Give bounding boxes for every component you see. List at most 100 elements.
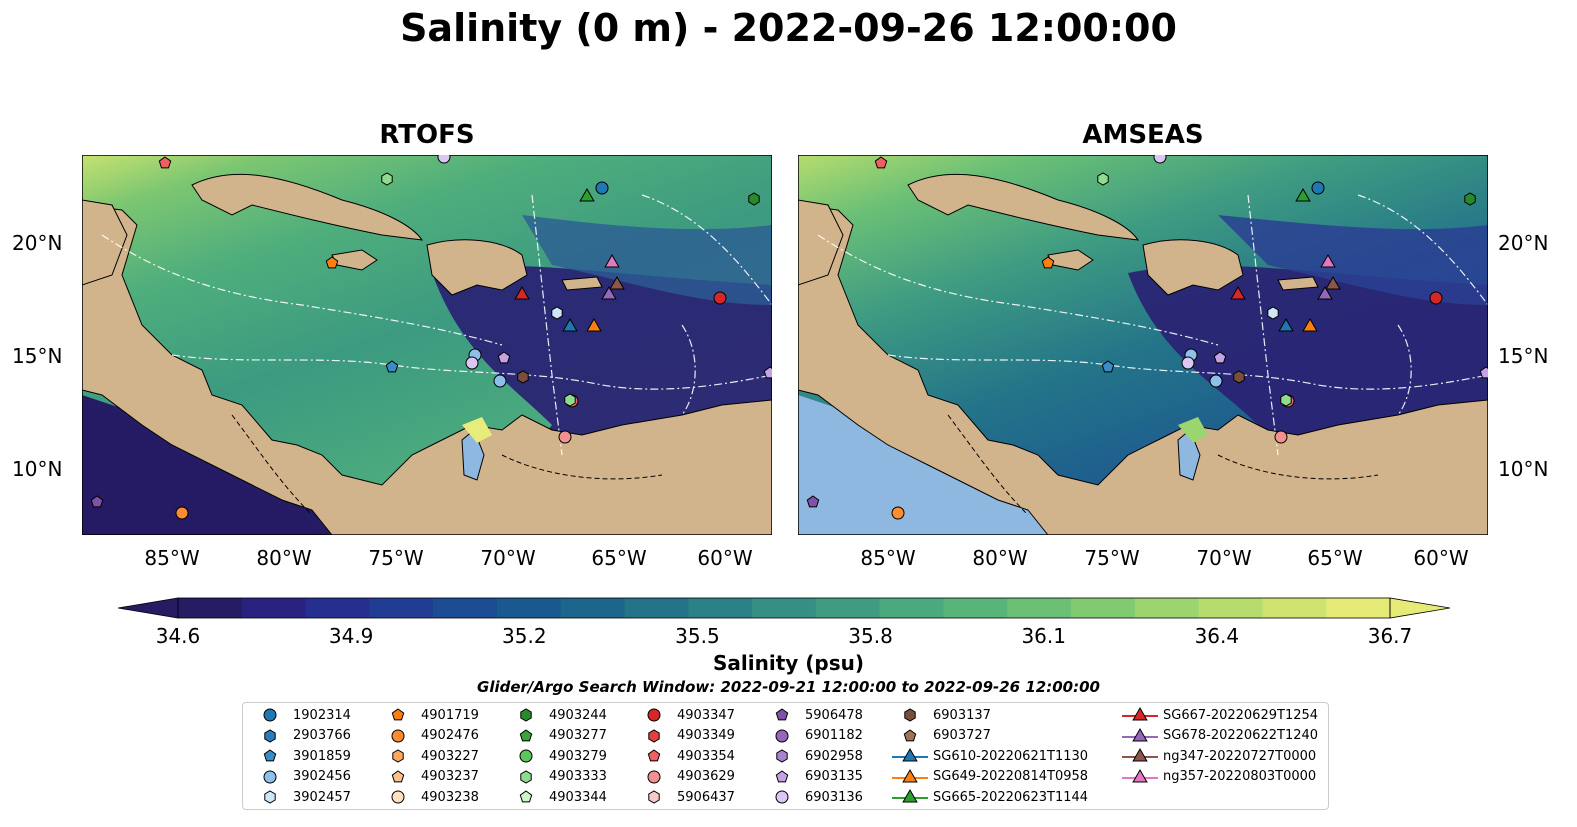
argo-float-marker <box>497 351 511 364</box>
legend-entry: 6903136 <box>763 787 863 807</box>
legend-label: 3902456 <box>293 769 351 784</box>
legend-entry: SG667-20220629T1254 <box>1121 705 1318 725</box>
legend-pentagon-icon <box>647 749 661 762</box>
argo-float-marker <box>874 156 888 169</box>
legend-entry: SG649-20220814T0958 <box>891 767 1088 787</box>
lon-tick-80w: 80°W <box>256 546 312 570</box>
legend-hexagon-icon <box>264 790 276 804</box>
argo-float-marker <box>493 374 507 388</box>
argo-float-marker <box>1209 374 1223 388</box>
legend-entry: 4903237 <box>379 767 479 787</box>
lon-tick-60w: 60°W <box>697 546 753 570</box>
colorbar-bin <box>1198 598 1264 618</box>
argo-float-marker <box>385 360 399 373</box>
argo-float-marker <box>1311 181 1325 195</box>
legend-hexagon-icon <box>392 749 404 763</box>
lon-tick-70w-r: 70°W <box>1196 546 1252 570</box>
legend-label: 4901719 <box>421 707 479 723</box>
argo-float-marker <box>564 393 576 407</box>
legend-label: 4902476 <box>421 728 479 743</box>
argo-float-marker <box>1429 291 1443 305</box>
argo-float-marker <box>806 495 820 508</box>
argo-float-marker <box>175 506 189 520</box>
glider-marker <box>1230 285 1246 300</box>
glider-marker <box>1320 253 1336 268</box>
lon-tick-85w-r: 85°W <box>860 546 916 570</box>
legend-triangle-icon <box>1122 727 1158 741</box>
legend-pentagon-icon <box>263 749 277 762</box>
legend-entry: 6902958 <box>763 746 863 766</box>
legend-pentagon-icon <box>391 769 405 782</box>
legend-entry: 2903766 <box>251 726 351 746</box>
legend-hexagon-icon <box>264 728 276 743</box>
legend-entry: 6903727 <box>891 726 991 746</box>
legend-entry: 3901859 <box>251 746 351 766</box>
legend-label: 4903277 <box>549 728 607 743</box>
lon-tick-75w-r: 75°W <box>1084 546 1140 570</box>
legend-label: 5906478 <box>805 707 863 723</box>
legend-triangle-icon <box>1122 747 1158 762</box>
glider-marker <box>601 285 617 300</box>
colorbar-bin <box>943 598 1008 618</box>
legend-label: 4903344 <box>549 789 607 805</box>
glider-marker <box>562 317 578 332</box>
legend-entry: 4903279 <box>507 746 607 766</box>
legend-entry: 6903135 <box>763 767 863 787</box>
legend-entry: ng357-20220803T0000 <box>1121 767 1316 787</box>
colorbar-bin <box>369 598 434 618</box>
argo-float-marker <box>1464 192 1476 206</box>
legend-entry: SG678-20220622T1240 <box>1121 726 1318 746</box>
colorbar-bin <box>560 598 626 618</box>
legend-circle-icon <box>647 770 661 783</box>
panel-title-rtofs: RTOFS <box>379 120 475 150</box>
legend-pentagon-icon <box>775 708 789 721</box>
legend-hexagon-icon <box>520 708 532 722</box>
lon-tick-75w: 75°W <box>368 546 424 570</box>
glider-marker <box>609 275 625 290</box>
legend-label: SG665-20220623T1144 <box>933 789 1089 805</box>
legend-label: 3902457 <box>293 789 351 805</box>
lon-tick-85w: 85°W <box>144 546 200 570</box>
colorbar-min-extension <box>118 597 179 619</box>
argo-float-marker <box>437 155 451 164</box>
argo-float-marker <box>1181 356 1195 370</box>
legend-hexagon-icon <box>776 749 788 763</box>
legend-pentagon-icon <box>519 790 533 803</box>
legend-triangle-icon <box>892 768 928 782</box>
legend-label: 4903244 <box>549 707 607 723</box>
colorbar-bin <box>1071 598 1136 618</box>
legend-triangle-icon <box>1122 768 1158 782</box>
legend-entry: 4903333 <box>507 767 607 787</box>
argo-float-marker <box>1267 306 1279 320</box>
legend-entry: SG610-20220621T1130 <box>891 746 1088 766</box>
legend-label: 4903238 <box>421 789 479 805</box>
legend-entry: 4903244 <box>507 705 607 725</box>
legend-entry: 6903137 <box>891 705 991 725</box>
legend-label: 4903237 <box>421 769 479 784</box>
legend-entry: 4901719 <box>379 705 479 725</box>
legend-label: 6903137 <box>933 707 991 723</box>
amseas-map <box>798 155 1488 535</box>
lat-tick-left-15: 15°N <box>12 344 63 368</box>
legend-label: SG678-20220622T1240 <box>1163 728 1319 743</box>
argo-float-marker <box>748 192 760 206</box>
lat-tick-right-20: 20°N <box>1498 231 1549 255</box>
legend-label: SG610-20220621T1130 <box>933 748 1089 764</box>
legend-entry: 4903349 <box>635 726 735 746</box>
legend-triangle-icon <box>892 788 928 803</box>
legend-entry: 5906478 <box>763 705 863 725</box>
colorbar-tick-label: 36.1 <box>1021 624 1066 648</box>
colorbar-bin <box>1326 598 1391 618</box>
legend-triangle-icon <box>1122 706 1158 721</box>
lat-tick-left-10: 10°N <box>12 457 63 481</box>
argo-float-marker <box>1101 360 1115 373</box>
legend-entry: 4902476 <box>379 726 479 746</box>
glider-marker <box>1325 275 1341 290</box>
legend: 1902314 2903766 3901859 3902456 3902457 49017… <box>242 702 1329 810</box>
lon-tick-65w: 65°W <box>591 546 647 570</box>
panel-title-amseas: AMSEAS <box>1082 120 1204 150</box>
argo-float-marker <box>551 306 563 320</box>
argo-float-marker <box>1097 172 1109 186</box>
colorbar-bin <box>305 598 370 618</box>
legend-entry: 4903344 <box>507 787 607 807</box>
